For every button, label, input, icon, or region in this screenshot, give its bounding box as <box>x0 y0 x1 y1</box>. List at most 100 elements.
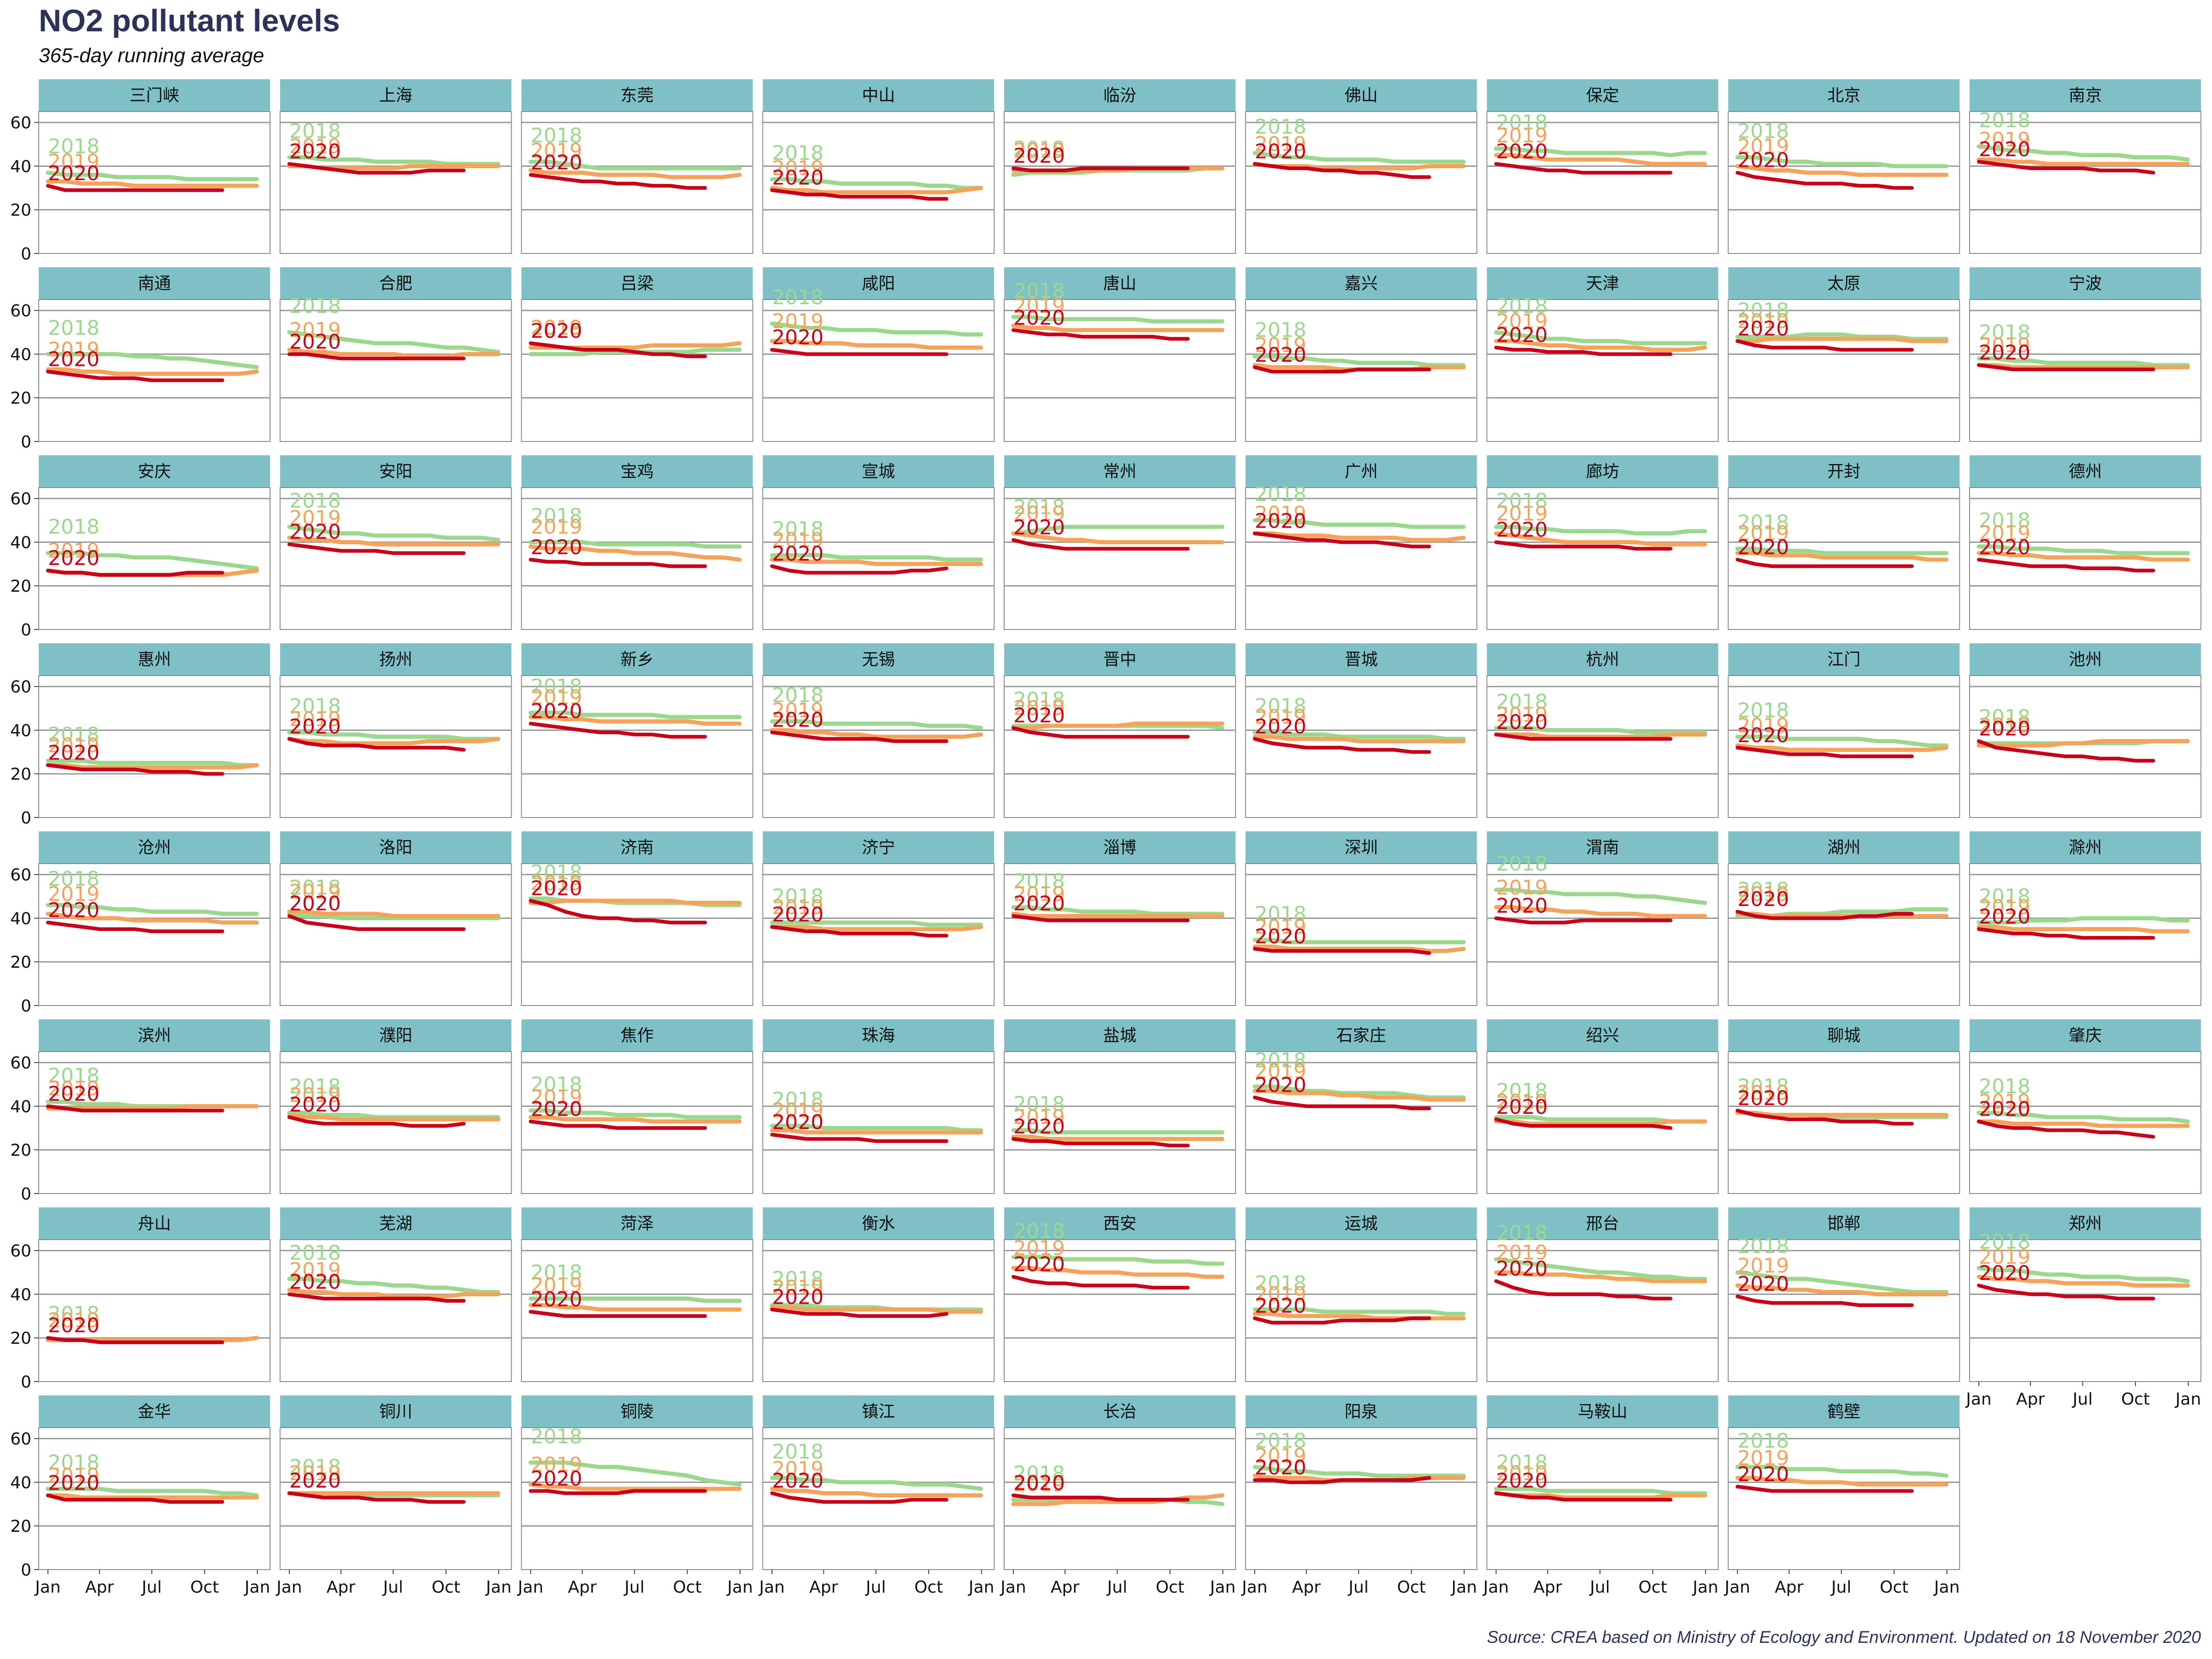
facet-strip <box>521 831 753 864</box>
x-tick-label: Jan <box>1451 1578 1477 1597</box>
x-tick-label: Jan <box>1692 1578 1718 1597</box>
series-line-2018 <box>1253 730 1466 741</box>
panel-frame <box>1728 675 1960 818</box>
series-line-2018 <box>529 540 742 549</box>
facet-strip <box>521 455 753 488</box>
series-label-2019: 2019 <box>1737 1254 1789 1278</box>
series-line-2020 <box>529 341 707 359</box>
series-label-2018: 2018 <box>1979 1075 2030 1099</box>
series-line-2019 <box>1011 1266 1224 1279</box>
series-line-2018 <box>46 171 259 182</box>
series-label-2018: 2018 <box>1013 870 1065 893</box>
series-line-2018 <box>1735 155 1949 168</box>
series-line-2018 <box>287 524 500 542</box>
series-line-2020 <box>770 1491 948 1504</box>
facet-label: 长治 <box>1103 1402 1136 1421</box>
series-line-2019 <box>1494 1270 1707 1283</box>
series-label-2020: 2020 <box>531 151 582 174</box>
series-line-2020 <box>287 352 466 360</box>
facet-label: 濮阳 <box>379 1026 412 1045</box>
facet-strip <box>280 455 512 488</box>
series-label-2019: 2019 <box>1979 522 2030 545</box>
facet-strip <box>1245 79 1477 112</box>
y-tick-label: 40 <box>10 157 31 176</box>
series-label-2019: 2019 <box>531 515 582 539</box>
series-label-2019: 2019 <box>1255 133 1306 156</box>
series-label-2020: 2020 <box>1013 1471 1065 1495</box>
series-label-2019: 2019 <box>1979 334 2030 357</box>
series-label-2019: 2019 <box>1255 1444 1306 1468</box>
series-line-2019 <box>1494 905 1707 918</box>
series-line-2018 <box>529 1460 742 1487</box>
series-label-2020: 2020 <box>1255 140 1306 164</box>
y-tick-label: 40 <box>10 721 31 740</box>
facet-label: 马鞍山 <box>1577 1402 1627 1421</box>
facet-strip <box>1245 1395 1477 1428</box>
facet-strip <box>763 643 994 676</box>
series-line-2019 <box>46 179 259 188</box>
x-tick-label: Oct <box>673 1578 701 1597</box>
facet-label: 菏泽 <box>620 1214 653 1233</box>
series-label-2020: 2020 <box>772 1286 824 1309</box>
series-line-2020 <box>1494 732 1673 741</box>
series-label-2018: 2018 <box>289 120 341 143</box>
facet-strip <box>1245 455 1477 488</box>
facet-label: 焦作 <box>620 1026 653 1045</box>
series-label-2020: 2020 <box>1496 711 1548 734</box>
series-line-2020 <box>287 914 466 931</box>
series-label-2018: 2018 <box>772 1440 824 1464</box>
facet-strip <box>1970 643 2201 676</box>
facet-strip <box>1970 1019 2201 1052</box>
series-line-2020 <box>770 564 948 575</box>
series-line-2020 <box>1977 927 2155 940</box>
series-label-2019: 2019 <box>1496 876 1548 900</box>
panel-frame <box>1004 1051 1236 1194</box>
series-line-2018 <box>770 920 983 927</box>
series-label-2019: 2019 <box>1013 697 1065 720</box>
facet-label: 西安 <box>1103 1214 1136 1233</box>
facet-strip <box>1728 79 1960 112</box>
x-tick-label: Jan <box>1965 1390 1992 1409</box>
series-label-2019: 2019 <box>289 880 341 904</box>
series-label-2020: 2020 <box>772 1111 824 1134</box>
facet-strip <box>280 1019 512 1052</box>
series-label-2018: 2018 <box>48 1451 100 1475</box>
series-line-2020 <box>1012 166 1190 172</box>
series-label-2019: 2019 <box>1496 310 1548 333</box>
series-line-2020 <box>770 348 948 356</box>
series-label-2019: 2019 <box>1496 1241 1548 1265</box>
series-line-2020 <box>1494 1117 1673 1130</box>
facet-label: 临汾 <box>1103 86 1136 105</box>
facet-label: 金华 <box>138 1402 171 1421</box>
series-label-2020: 2020 <box>1979 535 2030 559</box>
facet-label: 济宁 <box>862 838 895 857</box>
series-label-2020: 2020 <box>1013 1253 1065 1277</box>
x-tick-label: Jul <box>624 1578 644 1597</box>
series-label-2019: 2019 <box>772 1458 824 1481</box>
series-label-2020: 2020 <box>1496 1469 1548 1493</box>
series-label-2018: 2018 <box>1496 1451 1548 1475</box>
series-line-2018 <box>287 1277 500 1294</box>
facet-label: 渭南 <box>1586 838 1619 857</box>
series-label-2020: 2020 <box>1496 1095 1548 1119</box>
series-line-2019 <box>529 544 742 562</box>
series-line-2018 <box>46 551 259 571</box>
series-label-2020: 2020 <box>1737 1272 1789 1296</box>
series-line-2020 <box>1253 737 1431 754</box>
panel-frame <box>1728 1239 1960 1382</box>
facet-strip <box>39 1395 270 1428</box>
y-tick-label: 40 <box>10 345 31 364</box>
facet-strip <box>763 1019 994 1052</box>
